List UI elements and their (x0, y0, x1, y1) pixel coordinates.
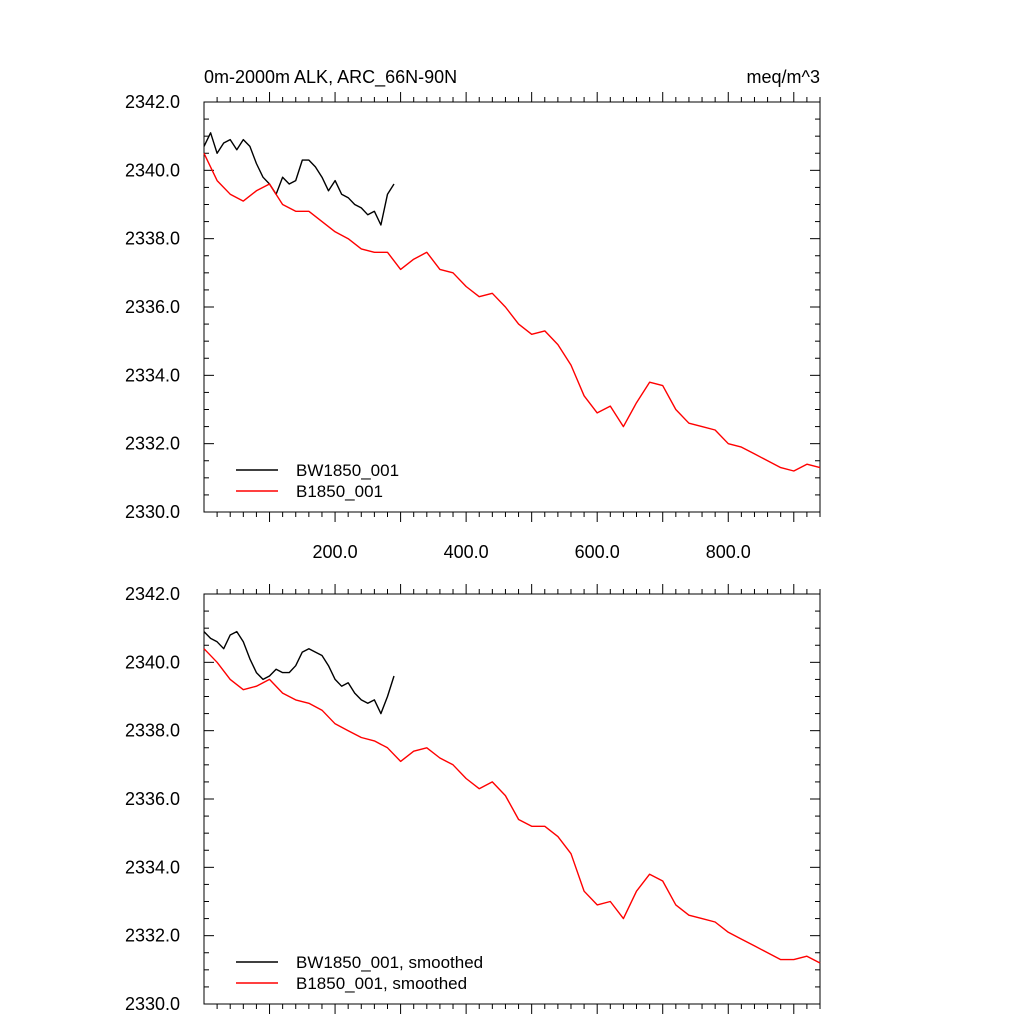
legend-label-bw1850: BW1850_001 (296, 461, 399, 480)
y-tick-label: 2336.0 (125, 297, 180, 317)
series-line-b1850-001 (203, 152, 821, 472)
x-tick-label: 800.0 (706, 542, 751, 562)
y-tick-label: 2334.0 (125, 857, 180, 877)
y-tick-label: 2332.0 (125, 926, 180, 946)
plot-frame (203, 593, 821, 1005)
title-left: 0m-2000m ALK, ARC_66N-90N (204, 67, 457, 88)
y-tick-label: 2338.0 (125, 229, 180, 249)
bottom-panel: 2342.0 2340.0 2338.0 2336.0 2334.0 2332.0 2330… (125, 584, 821, 1014)
legend-label-bw1850-smoothed: BW1850_001, smoothed (296, 953, 483, 972)
y-tick-label: 2342.0 (125, 92, 180, 112)
plot-frame (203, 101, 821, 513)
y-tick-label: 2330.0 (125, 502, 180, 522)
series-line-bw1850-001-smoothed (203, 630, 395, 715)
y-tick-label: 2336.0 (125, 789, 180, 809)
title-right-units: meq/m^3 (747, 67, 820, 87)
top-panel: 0m-2000m ALK, ARC_66N-90N meq/m^3 2342.0… (125, 67, 821, 562)
legend: BW1850_001 B1850_001 (236, 461, 399, 501)
y-tick-label: 2332.0 (125, 434, 180, 454)
y-tick-label: 2334.0 (125, 365, 180, 385)
legend-label-b1850: B1850_001 (296, 482, 383, 501)
y-tick-label: 2330.0 (125, 994, 180, 1014)
x-tick-label: 400.0 (444, 542, 489, 562)
series-line-bw1850-001 (203, 132, 395, 226)
series-line-b1850-001-smoothed (203, 648, 821, 964)
x-tick-label: 200.0 (313, 542, 358, 562)
y-tick-label: 2338.0 (125, 721, 180, 741)
legend-label-b1850-smoothed: B1850_001, smoothed (296, 974, 467, 993)
y-tick-label: 2340.0 (125, 652, 180, 672)
x-tick-label: 600.0 (575, 542, 620, 562)
legend: BW1850_001, smoothed B1850_001, smoothed (236, 953, 483, 993)
y-tick-label: 2342.0 (125, 584, 180, 604)
y-tick-label: 2340.0 (125, 160, 180, 180)
